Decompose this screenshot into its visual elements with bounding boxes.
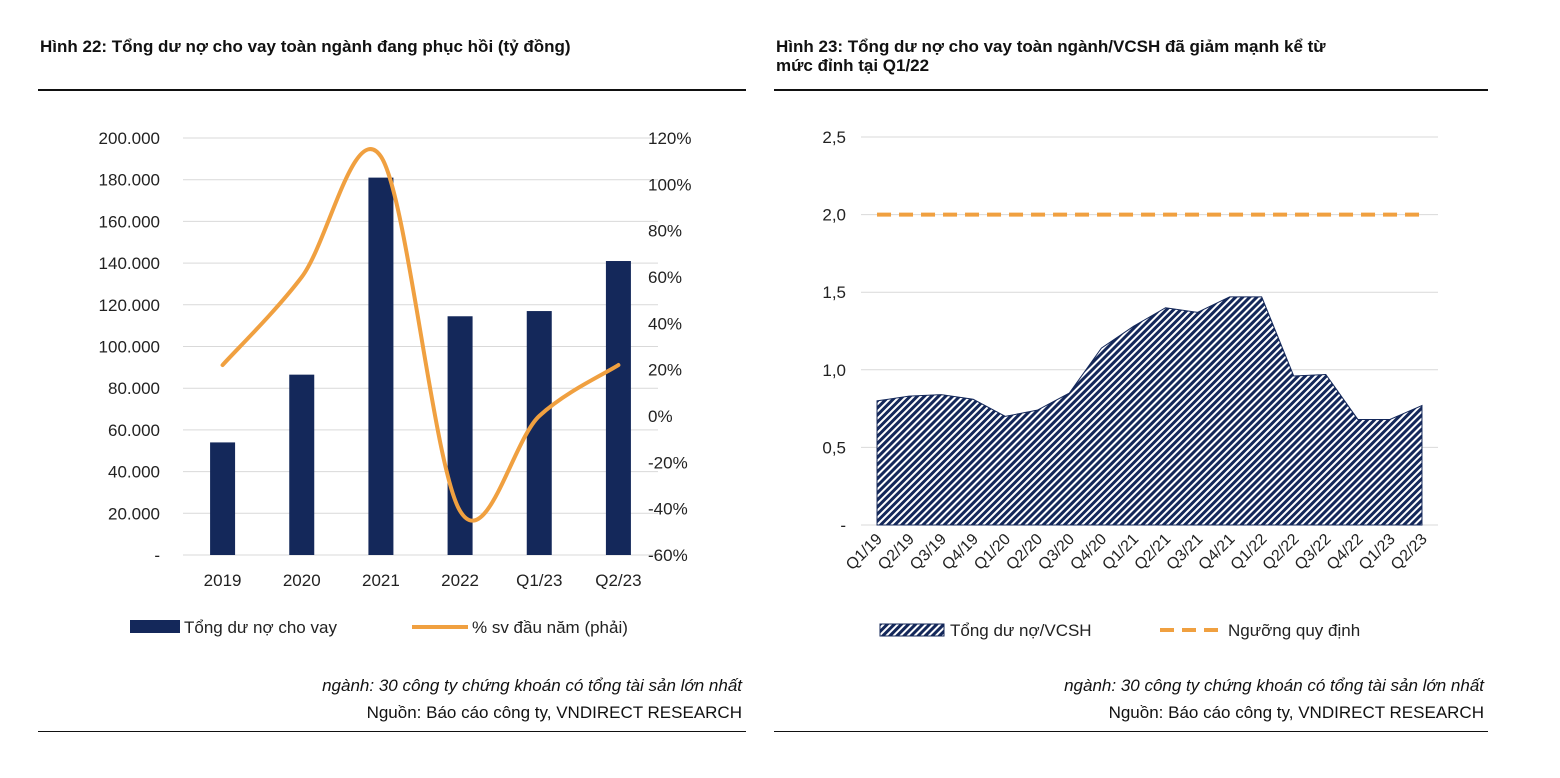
bar [368,177,394,555]
x-tick-label: 2022 [441,571,479,590]
y-left-tick-label: 200.000 [99,129,160,148]
y-left-tick-label: - [154,546,160,565]
y-tick-label: 2,0 [822,206,846,225]
bar [447,316,473,555]
y-left-tick-label: 40.000 [108,463,160,482]
legend-threshold-label: Ngưỡng quy định [1228,621,1360,640]
y-right-tick-label: 100% [648,175,691,194]
figure-23-panel: Hình 23: Tổng dư nợ cho vay toàn ngành/V… [774,0,1488,778]
y-right-tick-label: 0% [648,407,673,426]
y-left-tick-label: 160.000 [99,212,160,231]
loan-balance-chart: - 20.000 40.000 60.000 80.000 100.000 120.000 1… [99,129,692,637]
area-series [876,296,1423,526]
bottom-rule [774,731,1488,732]
title-rule [38,89,746,91]
y-left-tick-label: 20.000 [108,504,160,523]
y-left-tick-label: 100.000 [99,338,160,357]
x-tick-label: 2021 [362,571,400,590]
bar [210,442,236,555]
line-series [220,147,621,523]
title-rule [774,89,1488,91]
bottom-rule [38,731,746,732]
figure-23-title-line1: Hình 23: Tổng dư nợ cho vay toàn ngành/V… [776,37,1326,56]
figure-22-note: ngành: 30 công ty chứng khoán có tổng tà… [322,676,742,695]
legend-line-label: % sv đầu năm (phải) [472,618,628,637]
y-left-tick-label: 140.000 [99,254,160,273]
y-right-tick-label: -20% [648,453,688,472]
y-left-tick-label: 60.000 [108,421,160,440]
y-right-tick-label: 20% [648,361,682,380]
x-tick-label: 2020 [283,571,321,590]
bar [605,261,631,555]
y-left-tick-label: 120.000 [99,296,160,315]
y-right-tick-label: -40% [648,500,688,519]
legend-bar-label: Tổng dư nợ cho vay [184,618,337,637]
y-tick-label: 1,0 [822,361,846,380]
y-right-tick-label: 40% [648,314,682,333]
legend-area-swatch [879,623,945,637]
loan-to-equity-chart: -0,51,01,52,02,5Q1/19Q2/19Q3/19Q4/19Q1/2… [822,128,1438,640]
x-tick-label: Q2/23 [595,571,641,590]
y-tick-label: 2,5 [822,128,846,147]
figure-22-source: Nguồn: Báo cáo công ty, VNDIRECT RESEARC… [366,703,742,722]
y-left-tick-label: 180.000 [99,171,160,190]
figure-23-title-line2: mức đỉnh tại Q1/22 [776,56,930,75]
y-left-tick-label: 80.000 [108,379,160,398]
figure-23-source: Nguồn: Báo cáo công ty, VNDIRECT RESEARC… [1108,703,1484,722]
figure-23-note: ngành: 30 công ty chứng khoán có tổng tà… [1064,676,1484,695]
figure-22-title: Hình 22: Tổng dư nợ cho vay toàn ngành đ… [40,37,571,56]
legend-bar-swatch [130,620,180,633]
legend-area-label: Tổng dư nợ/VCSH [950,621,1092,640]
y-tick-label: 1,5 [822,283,846,302]
y-right-tick-label: 120% [648,129,691,148]
y-right-tick-label: 80% [648,222,682,241]
figure-22-panel: Hình 22: Tổng dư nợ cho vay toàn ngành đ… [38,0,746,778]
y-tick-label: - [840,516,846,535]
y-right-tick-label: -60% [648,546,688,565]
x-tick-label: Q1/23 [516,571,562,590]
x-tick-label: 2019 [204,571,242,590]
y-tick-label: 0,5 [822,438,846,457]
y-right-tick-label: 60% [648,268,682,287]
figure-23-title: Hình 23: Tổng dư nợ cho vay toàn ngành/V… [776,37,1488,75]
x-tick-label: Q2/23 [1388,531,1431,574]
bar [289,374,315,555]
bar [526,311,552,555]
